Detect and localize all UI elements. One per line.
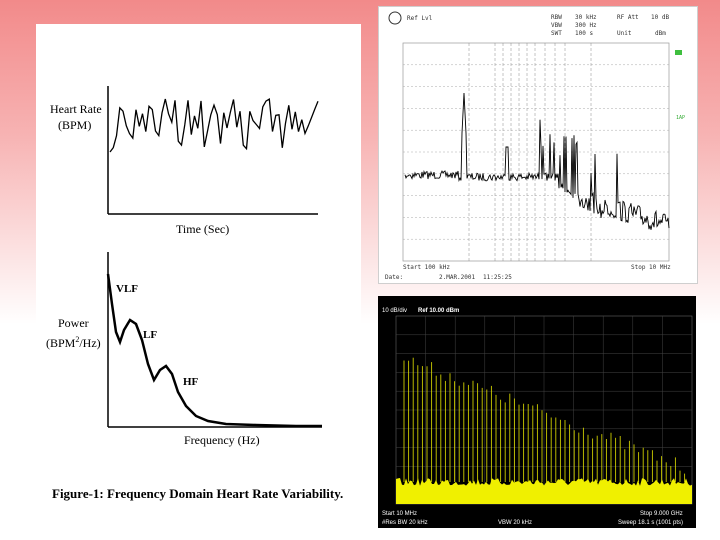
vbw-bottom-label: VBW 20 kHz	[498, 520, 532, 526]
spectrum-analyzer-top: Ref Lvl RBW 30 kHz VBW 300 Hz SWT 100 s …	[378, 6, 698, 284]
vbw-value: 300 Hz	[575, 22, 597, 29]
psd-ylabel-line1: Power	[58, 316, 89, 330]
vbw-label: VBW	[551, 22, 562, 29]
psd-ylabel-post: /Hz)	[79, 336, 100, 350]
vlf-label: VLF	[116, 283, 138, 295]
top-stop-label: Stop 10 MHz	[631, 264, 671, 271]
hr-ylabel-line1: Heart Rate	[50, 102, 102, 116]
psd-ylabel-line2: (BPM2/Hz)	[46, 335, 101, 350]
psd-xlabel: Frequency (Hz)	[184, 433, 260, 447]
rbw-label: RBW	[551, 14, 562, 21]
hrv-figure-svg: Heart Rate (BPM) Time (Sec) Power (BPM2/…	[46, 86, 343, 501]
psd-ylabel-sup: 2	[75, 335, 79, 344]
swt-label: SWT	[551, 30, 562, 37]
rohde-logo-icon	[388, 11, 402, 25]
sweep-label: Sweep 18.1 s (1001 pts)	[618, 520, 683, 526]
spectrum-analyzer-bottom: 10 dB/div Ref 10.00 dBm Start 10 MHz Sto…	[378, 296, 696, 528]
analyzer-top-graticule	[402, 42, 670, 262]
analyzer-bottom-trace	[396, 357, 692, 504]
res-bw-label: #Res BW 20 kHz	[382, 520, 428, 526]
analyzer-top-svg: Ref Lvl RBW 30 kHz VBW 300 Hz SWT 100 s …	[385, 11, 685, 281]
swt-value: 100 s	[575, 30, 593, 37]
bottom-stop-label: Stop 9.000 GHz	[640, 511, 683, 517]
a-marker-icon	[675, 50, 682, 55]
hf-label: HF	[183, 376, 199, 388]
rbw-value: 30 kHz	[575, 14, 597, 21]
top-start-label: Start 100 kHz	[403, 264, 450, 271]
analyzer-bottom-svg: 10 dB/div Ref 10.00 dBm Start 10 MHz Sto…	[382, 308, 693, 526]
psd-curve	[106, 273, 322, 428]
hrv-figure: Heart Rate (BPM) Time (Sec) Power (BPM2/…	[36, 24, 361, 516]
figure-caption: Figure-1: Frequency Domain Heart Rate Va…	[52, 486, 343, 501]
hr-xlabel: Time (Sec)	[176, 222, 229, 236]
heart-rate-trace	[109, 98, 319, 153]
scale-label: 10 dB/div	[382, 308, 407, 314]
time-value: 11:25:25	[483, 274, 512, 281]
noise-floor-band	[396, 478, 692, 504]
rf-att-label: RF Att	[617, 14, 639, 21]
ref-lvl-label: Ref Lvl	[407, 15, 433, 22]
date-value: 2.MAR.2001	[439, 274, 476, 281]
rf-att-value: 10 dB	[651, 14, 669, 21]
date-label: Date:	[385, 274, 403, 281]
lf-label: LF	[143, 329, 157, 341]
unit-label: Unit	[617, 30, 632, 37]
analyzer-top-trace	[404, 92, 670, 230]
side-marker-label: 1AP	[676, 115, 685, 121]
ref-level-label: Ref 10.00 dBm	[418, 308, 459, 314]
analyzer-bottom-graticule	[395, 315, 693, 505]
psd-ylabel-pre: (BPM	[46, 336, 76, 350]
unit-value: dBm	[655, 30, 666, 37]
hr-ylabel-line2: (BPM)	[58, 118, 91, 132]
bottom-start-label: Start 10 MHz	[382, 511, 417, 517]
